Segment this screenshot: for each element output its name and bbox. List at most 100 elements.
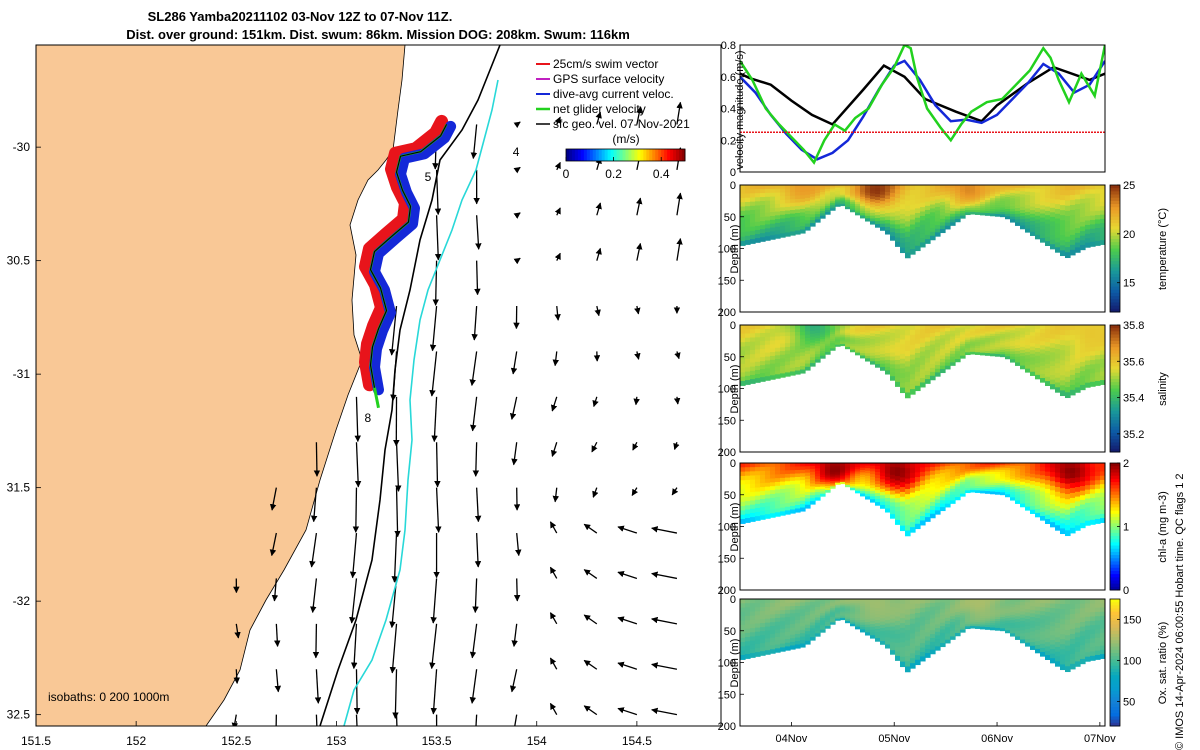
profile-cell	[960, 332, 966, 336]
profile-cell	[1035, 599, 1041, 604]
profile-cell	[745, 240, 751, 245]
profile-cell	[745, 371, 751, 377]
profile-cell	[920, 625, 926, 631]
profile-cell	[785, 372, 791, 377]
profile-cell	[880, 334, 886, 339]
profile-cell	[910, 502, 916, 509]
profile-cell	[815, 185, 821, 189]
profile-cell	[1070, 628, 1076, 635]
profile-cell	[1025, 185, 1031, 189]
profile-colorbar-cell	[1110, 703, 1120, 708]
profile-cell	[1050, 221, 1056, 227]
profile-cell	[980, 599, 986, 602]
profile-cell	[865, 327, 871, 331]
profile-cell	[795, 202, 801, 207]
profile-cell	[1095, 501, 1101, 507]
profile-cell	[1000, 325, 1006, 328]
profile-colorbar-cell	[1110, 356, 1120, 361]
profile-cell	[805, 197, 811, 202]
profile-cell	[750, 370, 756, 376]
profile-cell	[755, 189, 761, 194]
profile-cell	[915, 231, 921, 238]
profile-cell	[1085, 502, 1091, 508]
profile-cell	[930, 185, 936, 190]
profile-cell	[950, 619, 956, 623]
profile-cell	[935, 361, 941, 366]
profile-cell	[895, 351, 901, 357]
profile-cell	[975, 483, 981, 487]
profile-cell	[750, 189, 756, 194]
profile-cell	[1020, 463, 1026, 467]
profile-cell	[825, 212, 831, 215]
profile-cell	[845, 200, 851, 203]
profile-cell	[880, 357, 886, 362]
profile-cell	[1070, 204, 1076, 211]
profile-cell	[1030, 199, 1036, 204]
profile-cell	[1090, 333, 1096, 339]
profile-cell	[830, 599, 836, 602]
profile-cell	[1075, 618, 1081, 624]
profile-cell	[940, 483, 946, 488]
profile-cell	[925, 218, 931, 224]
sfc-vector	[510, 351, 518, 375]
profile-cell	[785, 488, 791, 493]
profile-cell	[850, 338, 856, 341]
profile-cell	[800, 226, 806, 231]
profile-cell	[785, 346, 791, 352]
profile-cell	[870, 499, 876, 503]
profile-cell	[1060, 345, 1066, 351]
profile-cell	[1060, 493, 1066, 499]
profile-cell	[955, 343, 961, 347]
profile-cell	[800, 473, 806, 478]
profile-cell	[805, 194, 811, 199]
profile-cell	[805, 498, 811, 503]
profile-cell	[845, 619, 851, 622]
profile-cell	[935, 343, 941, 348]
sfc-vector	[353, 669, 361, 715]
profile-cell	[865, 202, 871, 207]
profile-cell	[910, 643, 916, 649]
profile-cell	[1040, 627, 1046, 633]
swim-vectors-band	[359, 114, 449, 392]
profile-cell	[855, 195, 861, 199]
profile-cell	[1045, 329, 1051, 335]
profile-cell	[860, 350, 866, 354]
profile-cell	[1035, 625, 1041, 631]
profile-cell	[760, 599, 766, 604]
profile-cell	[845, 198, 851, 201]
profile-cell	[770, 188, 776, 194]
profile-cell	[935, 346, 941, 352]
profile-cell	[1010, 351, 1016, 355]
profile-cell	[1070, 463, 1076, 469]
profile-cell	[915, 348, 921, 354]
profile-cell	[825, 487, 831, 491]
profile-colorbar-cell	[1110, 340, 1120, 345]
profile-cell	[770, 509, 776, 514]
profile-cell	[875, 358, 881, 362]
profile-cell	[790, 371, 796, 376]
profile-cell	[1100, 380, 1105, 385]
profile-cell	[860, 208, 866, 212]
profile-cell	[830, 611, 836, 614]
profile-cell	[1070, 354, 1076, 361]
profile-cell	[745, 380, 751, 385]
profile-cell	[820, 343, 826, 347]
profile-cell	[965, 601, 971, 604]
profile-cell	[1095, 629, 1101, 635]
profile-cell	[770, 219, 776, 225]
profile-cell	[775, 219, 781, 224]
profile-cell	[1015, 333, 1021, 338]
sfc-vector	[511, 623, 518, 647]
profile-cell	[950, 480, 956, 484]
profile-cell	[755, 234, 761, 239]
profile-cell	[990, 482, 996, 486]
profile-cell	[995, 347, 1001, 351]
profile-cell	[800, 486, 806, 492]
profile-cell	[945, 334, 951, 339]
profile-cell	[760, 357, 766, 362]
profile-cell	[1030, 231, 1036, 236]
profile-cell	[820, 474, 826, 478]
profile-colorbar-cell	[1110, 375, 1120, 380]
profile-cell	[920, 629, 926, 635]
profile-cell	[970, 191, 976, 194]
